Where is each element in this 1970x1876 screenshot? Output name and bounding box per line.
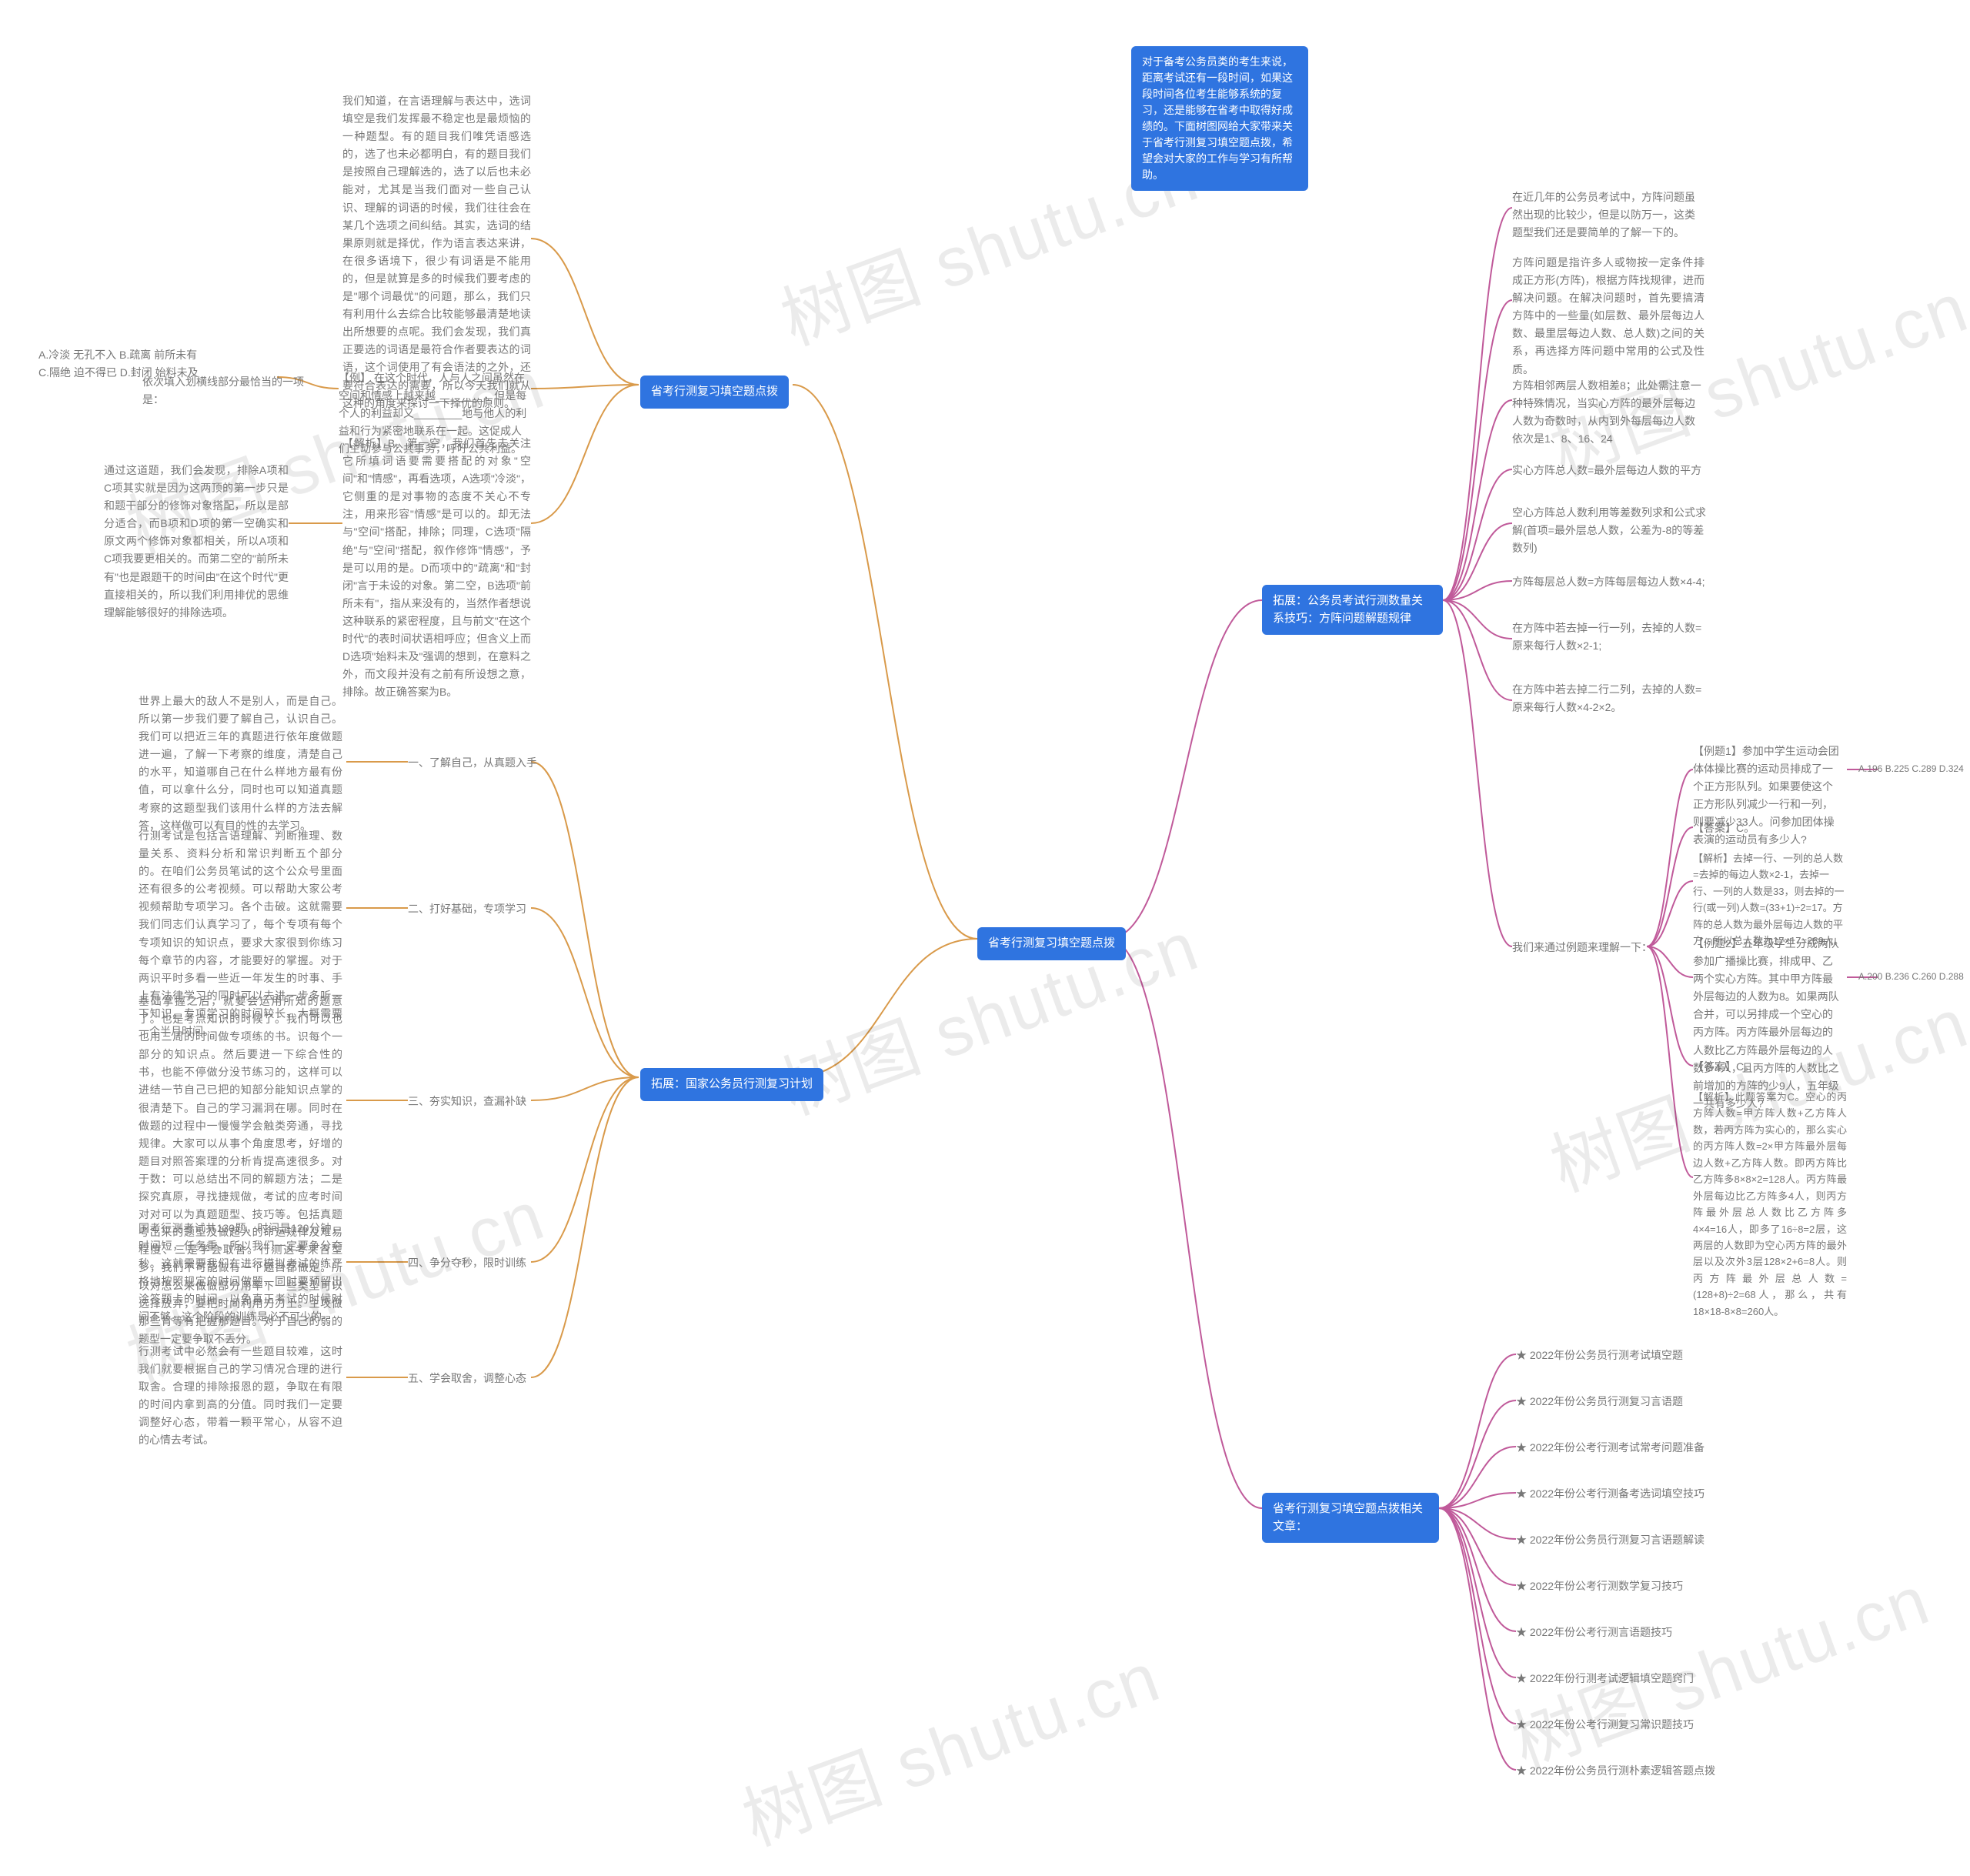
r2-i6: ★ 2022年份公考行测言语题技巧 — [1516, 1624, 1672, 1641]
r1-p3: 实心方阵总人数=最外层每边人数的平方 — [1512, 462, 1712, 479]
watermark: 树图 shutu.cn — [727, 1621, 1171, 1864]
root-node: 省考行测复习填空题点拨 — [977, 927, 1126, 960]
left-b2-x5: 行测考试中必然会有一些题目较难，这时我们就要根据自己的学习情况合理的进行取舍。合… — [139, 1343, 342, 1450]
r2-i1: ★ 2022年份公务员行测复习言语题 — [1516, 1393, 1683, 1410]
left-b1-sub1: 我们知道，在言语理解与表达中，选词填空是我们发挥最不稳定也是最烦恼的一种题型。有… — [342, 92, 531, 412]
r1-p6: 在方阵中若去掉一行一列，去掉的人数=原来每行人数×2-1; — [1512, 619, 1712, 655]
r1-p4: 空心方阵总人数利用等差数列求和公式求解(首项=最外层总人数，公差为-8的等差数列… — [1512, 504, 1712, 557]
left-b1-sub3-right: 【解析】B。第一空，我们首先去关注它所填词语要需要搭配的对象"空间"和"情感"，… — [342, 435, 531, 701]
r1-p7: 在方阵中若去掉二行二列，去掉的人数=原来每行人数×4-2×2。 — [1512, 681, 1712, 716]
r1-ex2-sol: 【解析】此题答案为C。空心的丙方阵人数=甲方阵人数+乙方阵人数，若丙方阵为实心的… — [1693, 1089, 1847, 1320]
r2-i9: ★ 2022年份公务员行测朴素逻辑答题点拨 — [1516, 1762, 1715, 1780]
r2-i7: ★ 2022年份行测考试逻辑填空题窍门 — [1516, 1670, 1694, 1687]
left-b2-t1: 一、了解自己，从真题入手 — [408, 754, 537, 772]
r2-i2: ★ 2022年份公考行测考试常考问题准备 — [1516, 1439, 1705, 1457]
left-b2-t2: 二、打好基础，专项学习 — [408, 900, 526, 918]
r1-p1: 方阵问题是指许多人或物按一定条件排成正方形(方阵)，根据方阵找规律，进而解决问题… — [1512, 254, 1705, 379]
r1-ex1-opts: A.196 B.225 C.289 D.324 — [1858, 762, 1966, 777]
r1-ex2-opts: A.200 B.236 C.260 D.288 — [1858, 970, 1966, 985]
r2-i4: ★ 2022年份公务员行测复习言语题解读 — [1516, 1531, 1705, 1549]
right-branch1: 拓展：公务员考试行测数量关系技巧：方阵问题解题规律 — [1262, 585, 1443, 635]
left-b1-sub3-left: 通过这道题，我们会发现，排除A项和C项其实就是因为这两顶的第一步只是和题干部分的… — [104, 462, 289, 622]
left-b2-x1: 世界上最大的敌人不是别人，而是自己。所以第一步我们要了解自己，认识自己。我们可以… — [139, 693, 342, 835]
r1-ex1-ans: 【答案】C。 — [1693, 819, 1755, 837]
r2-i5: ★ 2022年份公考行测数学复习技巧 — [1516, 1577, 1683, 1595]
left-b1-options: A.冷淡 无孔不入 B.疏离 前所未有 C.隔绝 迫不得已 D.封闭 始料未及 — [38, 346, 285, 382]
r1-ex2-q: 【例题2】五年级学生分成两队参加广播操比赛，排成甲、乙两个实心方阵。其中甲方阵最… — [1693, 935, 1843, 1113]
r1-p5: 方阵每层总人数=方阵每层每边人数×4-4; — [1512, 573, 1728, 591]
r1-ex2-ans: 【答案】C。 — [1693, 1058, 1755, 1076]
r1-exintro: 我们来通过例题来理解一下： — [1512, 939, 1652, 956]
intro-box: 对于备考公务员类的考生来说，距离考试还有一段时间，如果这段时间各位考生能够系统的… — [1131, 46, 1308, 191]
r2-i3: ★ 2022年份公考行测备考选词填空技巧 — [1516, 1485, 1705, 1503]
left-branch1: 省考行测复习填空题点拨 — [640, 376, 789, 409]
left-b2-t3: 三、夯实知识，查漏补缺 — [408, 1093, 526, 1110]
right-branch2: 省考行测复习填空题点拨相关文章： — [1262, 1493, 1439, 1543]
r1-p0: 在近几年的公务员考试中，方阵问题虽然出现的比较少，但是以防万一，这类题型我们还是… — [1512, 189, 1705, 242]
r1-p2: 方阵相邻两层人数相差8；此处需注意一种特殊情况，当实心方阵的最外层每边人数为奇数… — [1512, 377, 1705, 448]
left-b2-t5: 五、学会取舍，调整心态 — [408, 1370, 526, 1387]
r2-i8: ★ 2022年份公考行测复习常识题技巧 — [1516, 1716, 1694, 1734]
left-b2-t4: 四、争分夺秒，限时训练 — [408, 1254, 526, 1272]
left-branch2: 拓展：国家公务员行测复习计划 — [640, 1068, 823, 1101]
r2-i0: ★ 2022年份公务员行测考试填空题 — [1516, 1347, 1683, 1364]
left-b2-x4: 国考行测考试共130题，时间是120分钟，时间短，任务重。所以我们一定要争分夺秒… — [139, 1220, 342, 1327]
